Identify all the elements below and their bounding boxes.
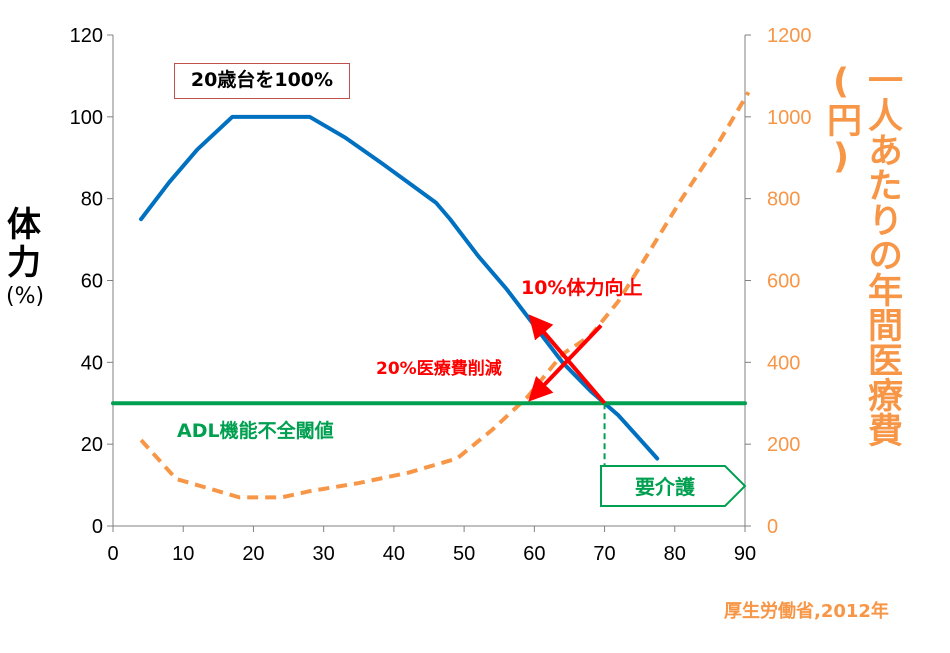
right-axis-unit: (円) [821, 62, 861, 177]
bottom-tick-label: 60 [523, 543, 545, 565]
bottom-tick-label: 40 [383, 543, 405, 565]
bottom-tick-label: 70 [593, 543, 615, 565]
medical-cost-line [139, 91, 751, 500]
right-axis-label: 一人あたりの年間医療費(円) [821, 62, 902, 542]
right-axis-ticks: 0 200 400 600 800 1000 1200 [745, 25, 812, 538]
bottom-tick-label: 20 [242, 543, 264, 565]
left-tick-label: 80 [81, 189, 103, 211]
left-axis-ticks: 0 20 40 60 80 100 120 [70, 25, 113, 538]
bottom-tick-label: 0 [107, 543, 118, 565]
left-tick-label: 20 [81, 434, 103, 456]
annotation-overlay [528, 314, 747, 507]
source-note: 厚生労働省,2012年 [724, 601, 889, 622]
left-tick-label: 100 [70, 107, 103, 129]
cost-reduction-label: 20%医療費削減 [376, 359, 502, 379]
fitness-improvement-label: 10%体力向上 [521, 277, 643, 299]
right-axis-title: 一人あたりの年間医療費 [862, 62, 902, 447]
adl-threshold-label: ADL機能不全閾値 [177, 420, 334, 442]
care-arrow-box [600, 465, 747, 507]
bottom-tick-label: 30 [313, 543, 335, 565]
left-tick-label: 60 [81, 271, 103, 293]
left-axis-title: 体力 [7, 205, 41, 283]
right-tick-label: 200 [767, 434, 800, 456]
care-needed-label: 要介護 [635, 475, 695, 499]
left-axis-label: 体力 (%) [6, 205, 45, 310]
bottom-tick-label: 10 [172, 543, 194, 565]
right-tick-label: 0 [767, 516, 778, 538]
left-tick-label: 120 [70, 25, 103, 47]
fitness-arrow [528, 314, 607, 405]
series-group [111, 91, 751, 500]
bottom-tick-label: 50 [453, 543, 475, 565]
left-tick-label: 40 [81, 352, 103, 374]
bottom-axis-ticks: 0 10 20 30 40 50 60 70 80 90 [107, 526, 756, 565]
fitness-line [139, 114, 660, 461]
right-tick-label: 1200 [767, 25, 812, 47]
right-tick-label: 800 [767, 189, 800, 211]
left-tick-label: 0 [92, 516, 103, 538]
right-tick-label: 1000 [767, 107, 812, 129]
bottom-tick-label: 80 [664, 543, 686, 565]
right-tick-label: 600 [767, 271, 800, 293]
baseline-note-box: 20歳台を100% [174, 63, 350, 99]
left-axis-unit: (%) [6, 284, 45, 309]
right-tick-label: 400 [767, 352, 800, 374]
bottom-tick-label: 90 [734, 543, 756, 565]
cost-arrow [528, 324, 603, 402]
